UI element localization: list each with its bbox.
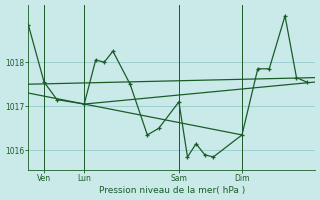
- X-axis label: Pression niveau de la mer( hPa ): Pression niveau de la mer( hPa ): [99, 186, 245, 195]
